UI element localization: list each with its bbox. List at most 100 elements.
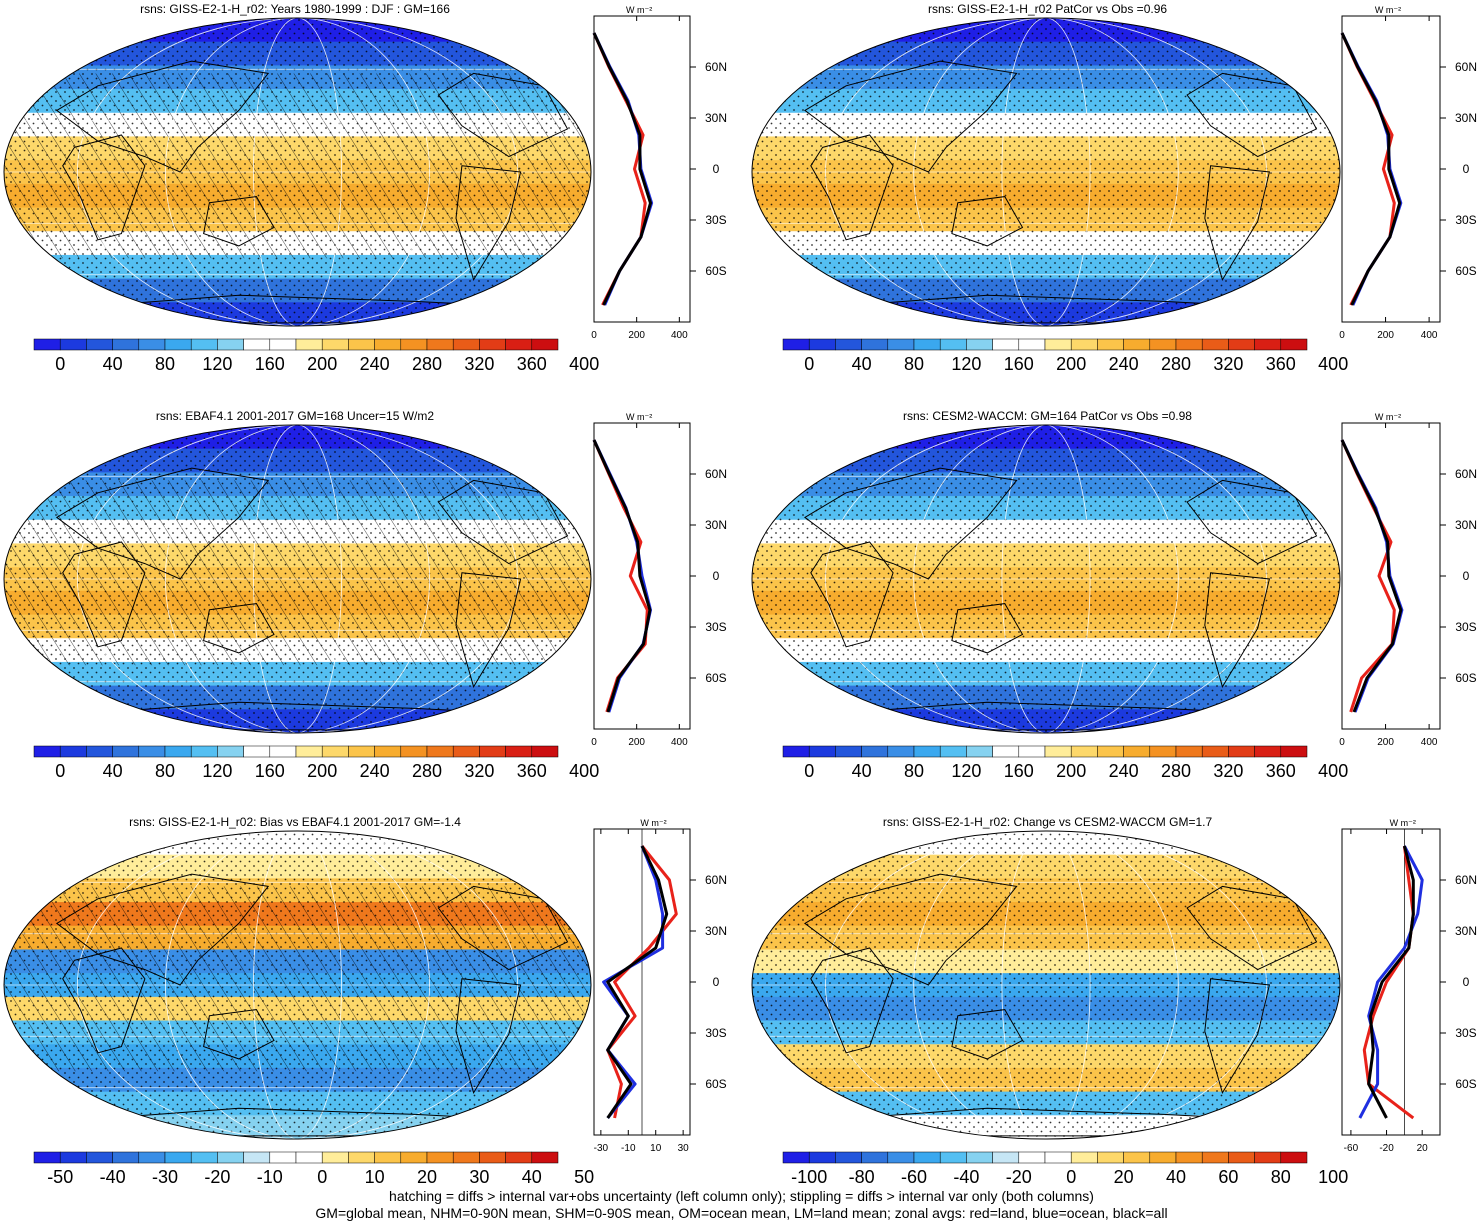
colorbar-swatch — [269, 338, 297, 351]
colorbar-swatch — [505, 338, 533, 351]
colorbar-swatch — [86, 1151, 113, 1164]
map-6 — [752, 831, 1340, 1139]
zonal-unit-label: W m⁻² — [1375, 412, 1401, 422]
colorbar-label: 120 — [951, 761, 981, 781]
continent-outline — [804, 873, 1018, 986]
colorbar-label: 40 — [522, 1167, 542, 1185]
colorbar-label: 10 — [365, 1167, 385, 1185]
zonal-unit-label: W m⁻² — [1390, 818, 1416, 828]
colorbar-swatch — [1070, 338, 1098, 351]
zonal-unit-label: W m⁻² — [1375, 5, 1401, 15]
colorbar-swatch — [86, 338, 113, 351]
colorbar-swatch — [1070, 745, 1098, 758]
panel-title-3: rsns: EBAF4.1 2001-2017 GM=168 Uncer=15 … — [155, 409, 435, 423]
colorbar-swatch — [1280, 745, 1308, 758]
continent-outline — [804, 60, 1018, 173]
colorbar-swatch — [400, 745, 428, 758]
zonal-lat-label: 60N — [1455, 60, 1477, 74]
map-border — [751, 830, 1341, 1140]
colorbar-swatch — [808, 1151, 836, 1164]
zonal-lat-label: 0 — [1463, 975, 1470, 989]
colorbar-label: 240 — [1109, 761, 1139, 781]
colorbar-label: 0 — [1066, 1167, 1076, 1185]
colorbar-swatch — [426, 1151, 454, 1164]
colorbar-label: 100 — [1318, 1167, 1348, 1185]
zonal-lat-label: 30S — [705, 620, 726, 634]
colorbar-swatch — [505, 745, 533, 758]
colorbar-label: 40 — [1166, 1167, 1186, 1185]
zonal-x-label: 20 — [1417, 1143, 1429, 1154]
colorbar-swatch — [782, 1151, 810, 1164]
map-1 — [4, 18, 591, 326]
colorbar-label: 320 — [1213, 354, 1243, 374]
colorbar-swatch — [531, 1151, 559, 1164]
colorbar-label: 0 — [55, 354, 65, 374]
colorbar-label: 160 — [1004, 354, 1034, 374]
colorbar-swatch — [1254, 745, 1282, 758]
colorbar-label: 80 — [155, 761, 175, 781]
colorbar-swatch — [1201, 745, 1229, 758]
colorbar-swatch — [1201, 338, 1229, 351]
colorbar-swatch — [33, 745, 61, 758]
panel-3: 0 40 80 120 160 200 240 280 320 360 400 W m⁻² 60N 30N… — [3, 412, 727, 781]
colorbar-label: 280 — [412, 354, 442, 374]
continent-outline — [203, 196, 275, 247]
colorbar-5: -50 -40 -30 -20 -10 0 10 20 30 40 50 — [33, 1151, 594, 1185]
zonal-profile-5: W m⁻² 60N 30N 0 30S 60S -30 -10 10 30 — [593, 818, 727, 1154]
continent-outline — [1204, 572, 1271, 689]
panel-title-4: rsns: CESM2-WACCM: GM=164 PatCor vs Obs … — [903, 409, 1192, 423]
colorbar-swatch — [1175, 1151, 1203, 1164]
colorbar-swatch — [887, 745, 915, 758]
colorbar-4: 0 40 80 120 160 200 240 280 320 360 400 — [782, 745, 1348, 781]
colorbar-swatch — [1097, 1151, 1124, 1164]
colorbar-label: 360 — [517, 354, 547, 374]
continent-outline — [55, 467, 270, 580]
continent-outline — [951, 603, 1024, 654]
colorbar-swatch — [400, 1151, 428, 1164]
colorbar-swatch — [217, 338, 244, 351]
colorbar-label: 200 — [1056, 354, 1086, 374]
continent-outline — [1204, 165, 1271, 282]
zonal-lat-label: 30N — [705, 518, 727, 532]
colorbar-label: 80 — [155, 354, 175, 374]
colorbar-swatch — [531, 338, 559, 351]
colorbar-swatch — [164, 338, 192, 351]
colorbar-label: -10 — [257, 1167, 283, 1185]
map-border — [3, 830, 592, 1140]
panel-title-2: rsns: GISS-E2-1-H_r02 PatCor vs Obs =0.9… — [927, 2, 1168, 16]
panel-2: 0 40 80 120 160 200 240 280 320 360 400 W m⁻² 60N 30N… — [751, 5, 1477, 374]
continent-outline — [203, 603, 275, 654]
footer-note-2: GM=global mean, NHM=0-90N mean, SHM=0-90… — [315, 1205, 1168, 1221]
colorbar-swatch — [374, 338, 402, 351]
zonal-x-label: -60 — [1344, 1143, 1359, 1154]
zonal-series-ocean — [1358, 845, 1424, 1119]
colorbar-swatch — [321, 745, 349, 758]
continent-outline — [951, 1009, 1024, 1060]
zonal-x-label: 200 — [1377, 330, 1394, 341]
colorbar-label: 40 — [103, 761, 123, 781]
colorbar-label: 200 — [307, 761, 337, 781]
continent-outline — [62, 541, 146, 648]
colorbar-label: 80 — [904, 761, 924, 781]
colorbar-swatch — [939, 745, 967, 758]
zonal-series-all — [1340, 439, 1403, 713]
colorbar-swatch — [1175, 338, 1203, 351]
colorbar-label: -40 — [953, 1167, 979, 1185]
colorbar-swatch — [1175, 745, 1203, 758]
continent-outline — [804, 467, 1018, 580]
zonal-x-label: -30 — [594, 1143, 609, 1154]
colorbar-swatch — [1018, 338, 1046, 351]
zonal-lat-label: 0 — [713, 975, 720, 989]
colorbar-swatch — [164, 745, 192, 758]
colorbar-label: 280 — [1161, 354, 1191, 374]
zonal-lat-label: 60S — [1455, 1077, 1476, 1091]
colorbar-swatch — [59, 745, 87, 758]
colorbar-swatch — [1280, 1151, 1308, 1164]
zonal-x-label: 400 — [671, 330, 688, 341]
colorbar-swatch — [138, 745, 166, 758]
colorbar-swatch — [808, 745, 836, 758]
colorbar-swatch — [939, 1151, 967, 1164]
colorbar-swatch — [913, 1151, 941, 1164]
colorbar-swatch — [295, 338, 323, 351]
zonal-x-label: 0 — [591, 330, 597, 341]
